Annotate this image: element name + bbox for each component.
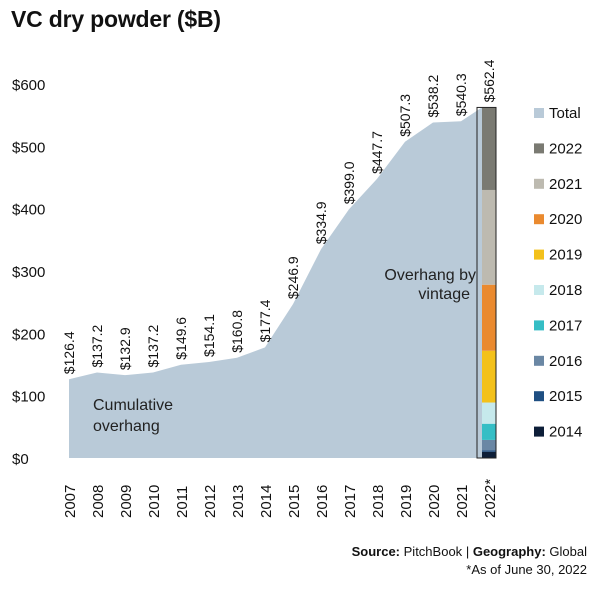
x-tick-label: 2008 (90, 485, 107, 518)
legend-label: 2022 (549, 140, 582, 157)
data-label: $246.9 (285, 256, 301, 299)
stack-segment-2017 (482, 423, 496, 440)
footnote: *As of June 30, 2022 (466, 562, 587, 577)
x-tick-label: 2009 (118, 485, 135, 518)
annotations: Cumulative overhang Overhang by vintage (93, 267, 476, 435)
annotation-vintage: Overhang by vintage (384, 267, 476, 303)
y-tick-label: $0 (12, 451, 29, 468)
separator: | (465, 544, 470, 559)
data-label: $538.2 (425, 74, 441, 117)
data-label: $447.7 (369, 131, 385, 174)
legend-swatch (534, 249, 544, 260)
data-label: $137.2 (89, 324, 105, 367)
x-tick-label: 2020 (426, 485, 443, 518)
y-tick-label: $300 (12, 264, 45, 281)
stack-segment-2022 (482, 107, 496, 190)
annotation-line: Cumulative (93, 397, 173, 414)
x-tick-label: 2019 (398, 485, 415, 518)
y-tick-label: $100 (12, 389, 45, 406)
legend-label: 2016 (549, 353, 582, 370)
area-layer (69, 107, 482, 459)
legend-swatch (534, 285, 544, 295)
data-label: $160.8 (229, 310, 245, 353)
data-label: $177.4 (257, 299, 273, 342)
source-label: Source: (351, 544, 401, 559)
stack-segment-2020 (482, 284, 496, 351)
data-label: $507.3 (397, 94, 413, 137)
x-tick-label: 2013 (230, 485, 247, 518)
legend-label: 2021 (549, 176, 582, 193)
x-tick-label: 2018 (370, 485, 387, 518)
stack-segment-2015 (482, 450, 496, 452)
y-tick-label: $200 (12, 326, 45, 343)
legend-swatch (534, 355, 544, 366)
legend-label: 2017 (549, 317, 582, 334)
y-axis: $0 $100 $200 $300 $400 $500 $600 (12, 77, 45, 468)
x-axis: 2007 2008 2009 2010 2011 2012 2013 2014 2015 2016… (62, 479, 499, 518)
legend-swatch (534, 320, 544, 331)
stack-segment-2016 (482, 439, 496, 451)
data-label: $399.0 (341, 161, 357, 204)
footer: Source: PitchBook | Geography: Global *A… (352, 543, 587, 579)
stack-segment-2021 (482, 189, 496, 285)
geography-value: Global (549, 544, 587, 559)
x-tick-label: 2007 (62, 485, 79, 518)
data-label: $132.9 (117, 327, 133, 370)
x-tick-label: 2017 (342, 485, 359, 518)
x-tick-label: 2014 (258, 485, 275, 518)
legend-swatch (534, 426, 544, 437)
x-tick-label: 2021 (454, 485, 471, 518)
annotation-line: vintage (418, 286, 470, 303)
x-tick-label: 2012 (202, 485, 219, 518)
area-total (69, 107, 482, 459)
legend-label: 2018 (549, 282, 582, 299)
x-tick-label: 2015 (286, 485, 303, 518)
x-tick-label: 2011 (174, 486, 191, 518)
x-tick-label: 2016 (314, 485, 331, 518)
data-label: $149.6 (173, 317, 189, 360)
legend-swatch (534, 108, 544, 118)
source-value: PitchBook (403, 544, 463, 559)
x-tick-label: 2022* (482, 479, 499, 518)
legend-label: Total (549, 105, 581, 122)
data-label: $137.2 (145, 324, 161, 367)
legend-swatch (534, 214, 544, 225)
source-line: Source: PitchBook | Geography: Global (352, 543, 587, 561)
data-label: $334.9 (313, 201, 329, 244)
legend-label: 2015 (549, 388, 582, 405)
annotation-line: Overhang by (384, 267, 476, 284)
stack-segment-2018 (482, 402, 496, 424)
legend-label: 2019 (549, 247, 582, 264)
data-label: $126.4 (61, 331, 77, 374)
data-label: $154.1 (201, 314, 217, 357)
data-label: $562.4 (481, 59, 497, 102)
y-tick-label: $400 (12, 202, 45, 219)
chart-title: VC dry powder ($B) (11, 6, 221, 32)
data-label: $540.3 (453, 73, 469, 116)
stack-segment-2014 (482, 451, 496, 458)
legend-swatch (534, 143, 544, 154)
legend-swatch (534, 178, 544, 189)
legend: Total 2022 2021 2020 2019 2018 2017 2016 2015 201… (534, 105, 582, 441)
geography-label: Geography: (472, 544, 546, 559)
legend-label: 2014 (549, 424, 582, 441)
y-tick-label: $600 (12, 77, 45, 94)
annotation-line: overhang (93, 418, 160, 435)
data-labels: $126.4 $137.2 $132.9 $137.2 $149.6 $154.1 $160… (61, 59, 497, 374)
y-tick-label: $500 (12, 139, 45, 156)
stack-segment-2019 (482, 350, 496, 403)
annotation-cumulative: Cumulative overhang (93, 397, 173, 435)
legend-swatch (534, 391, 544, 402)
stack-outline (476, 106, 497, 459)
legend-label: 2020 (549, 211, 582, 228)
stack-2022 (476, 106, 497, 459)
x-tick-label: 2010 (146, 485, 163, 518)
